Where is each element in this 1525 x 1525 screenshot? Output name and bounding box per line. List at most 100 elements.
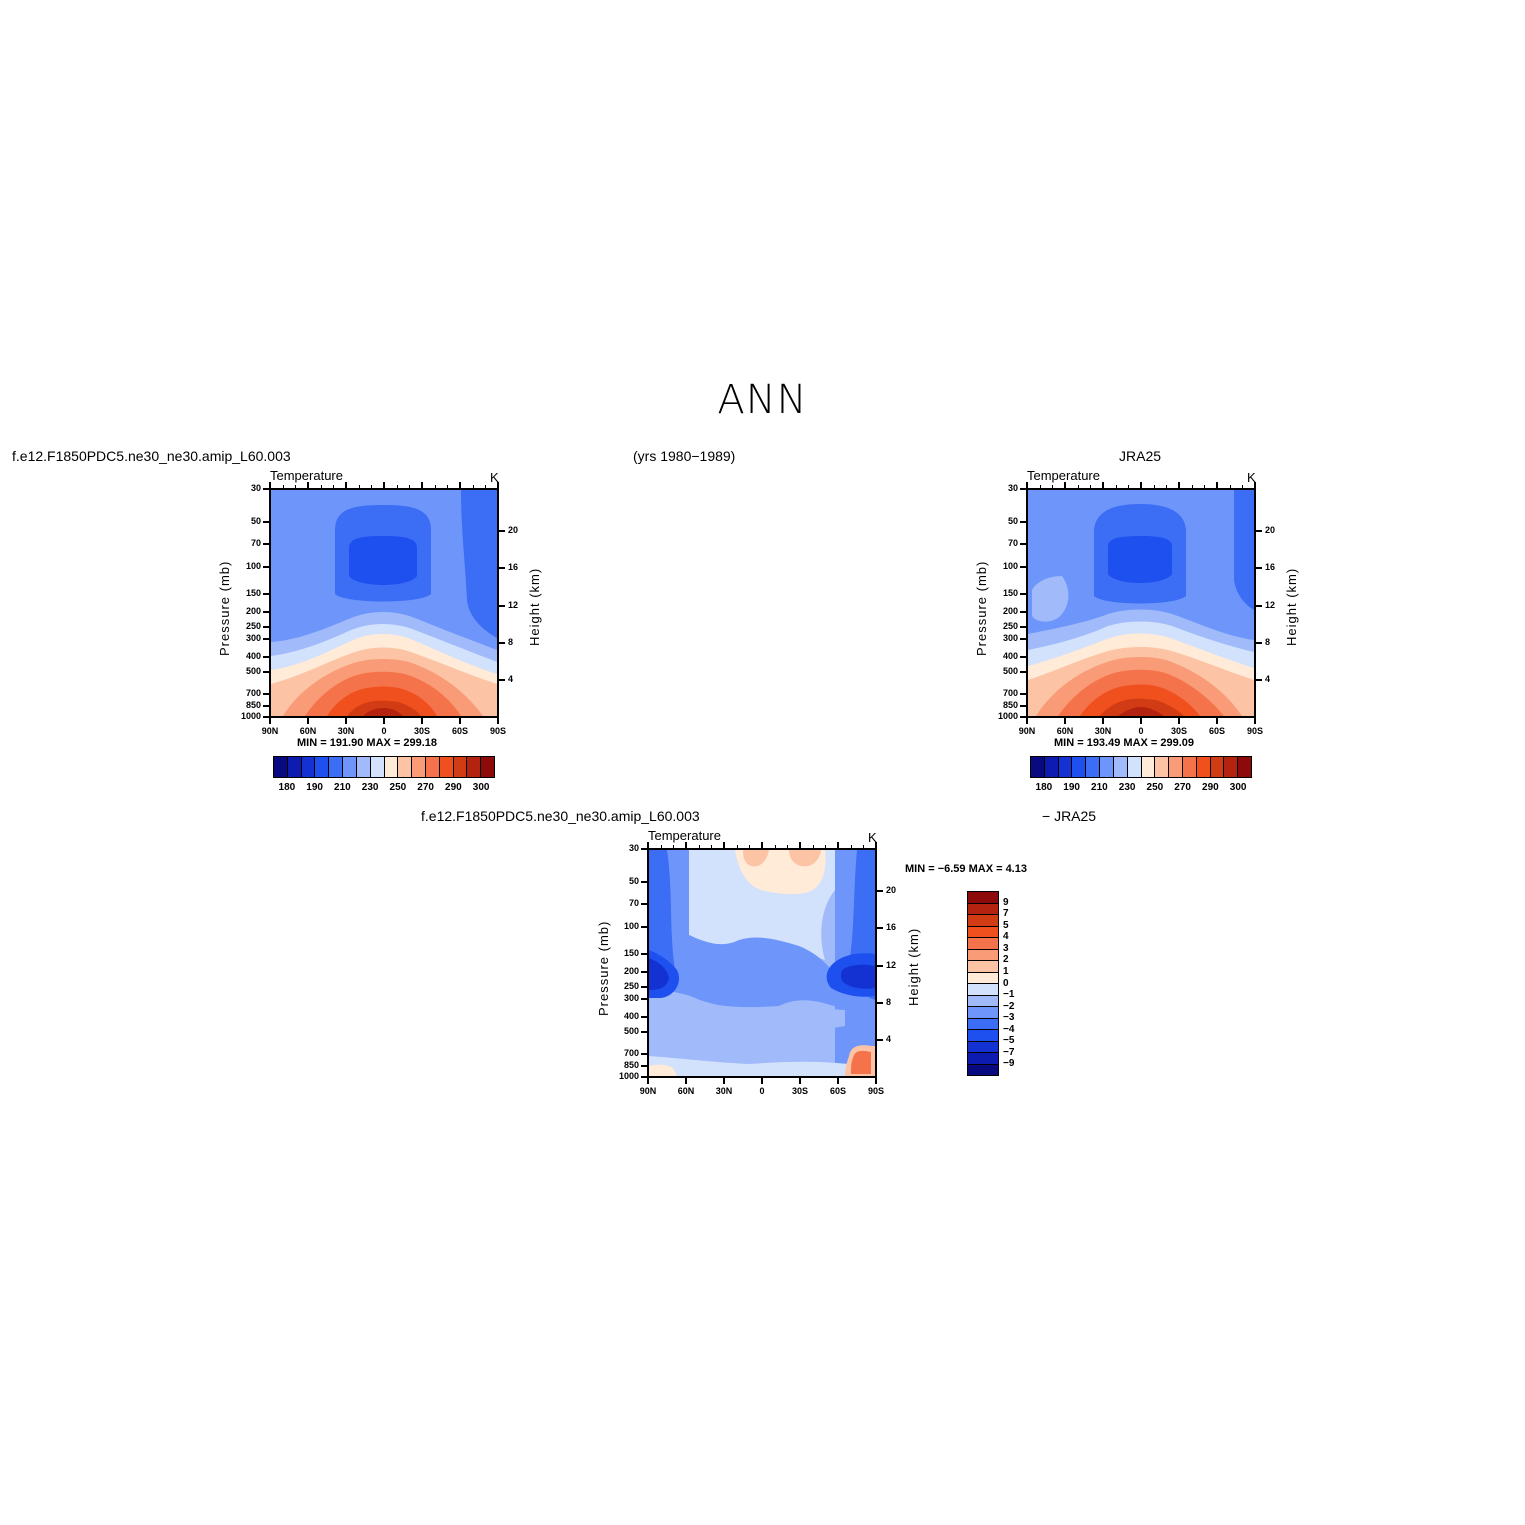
colorbar-swatch (968, 1064, 998, 1075)
colorbar-label: 210 (334, 782, 351, 793)
pressure-tick-mark (641, 1076, 647, 1078)
colorbar-swatch (968, 1007, 998, 1019)
colorbar-swatch (1141, 757, 1156, 777)
minor-tick (346, 485, 347, 488)
pressure-tick-mark (641, 985, 647, 988)
pressure-tick-mark (1020, 566, 1026, 569)
colorbar-swatch (384, 757, 399, 777)
minor-tick (422, 485, 423, 488)
minor-tick (1065, 485, 1066, 488)
minor-tick (1039, 485, 1041, 488)
height-tick-mark (1256, 530, 1262, 533)
height-tick-mark (1256, 604, 1262, 607)
lat-tick-label: 30N (715, 1086, 733, 1096)
diff-variable-label: Temperature (648, 828, 721, 843)
minor-tick (447, 485, 449, 488)
diff-minmax: MIN = −6.59 MAX = 4.13 (905, 863, 1027, 875)
lat-tick-label: 30N (1094, 726, 1112, 736)
colorbar-swatch (343, 757, 357, 777)
pressure-tick-mark (263, 592, 269, 595)
minor-tick (762, 845, 763, 848)
height-tick-label: 12 (1265, 599, 1276, 610)
colorbar-swatch (968, 903, 998, 915)
minor-tick (1153, 485, 1155, 488)
minor-tick (1166, 485, 1168, 488)
minor-tick (1052, 485, 1054, 488)
diff-ylabel-height: Height (km) (906, 927, 921, 1006)
colorbar-swatch (287, 757, 302, 777)
height-tick-mark (877, 1001, 883, 1004)
lat-tick-bottom (269, 718, 271, 724)
pressure-tick-mark (641, 1016, 647, 1019)
pressure-tick-mark (641, 881, 647, 884)
pressure-tick-label: 1000 (618, 1071, 639, 1081)
colorbar-label: 2 (1003, 954, 1009, 966)
lat-tick-bottom (761, 1078, 763, 1084)
colorbar-label: −1 (1003, 989, 1015, 1001)
obs-variable-label: Temperature (1027, 468, 1100, 483)
model-minmax: MIN = 191.90 MAX = 299.18 (297, 737, 438, 749)
pressure-tick-label: 300 (1002, 632, 1018, 643)
minor-tick (1128, 485, 1130, 488)
pressure-tick-label: 500 (623, 1025, 639, 1036)
minor-tick (333, 485, 335, 488)
model-units-label: K (490, 470, 499, 485)
pressure-tick-label: 150 (245, 587, 261, 598)
pressure-tick-mark (1020, 543, 1026, 546)
pressure-tick-mark (641, 926, 647, 929)
pressure-tick-label: 70 (1007, 538, 1018, 549)
pressure-tick-mark (641, 903, 647, 906)
colorbar-label: 4 (1003, 931, 1009, 943)
colorbar-swatch (968, 926, 998, 938)
colorbar-label: 3 (1003, 942, 1009, 954)
minor-tick (371, 485, 373, 488)
colorbar-swatch (1224, 757, 1239, 777)
pressure-tick-label: 1000 (997, 711, 1018, 721)
figure-title: ANN (717, 377, 808, 423)
height-tick-mark (1256, 567, 1262, 570)
height-tick-mark (1256, 641, 1262, 644)
lat-tick-bottom (383, 718, 385, 724)
colorbar-swatch (1196, 757, 1211, 777)
colorbar-swatch (481, 757, 494, 777)
colorbar-label: 230 (1118, 782, 1136, 793)
pressure-tick-label: 850 (623, 1060, 639, 1071)
pressure-tick-label: 50 (1007, 516, 1018, 527)
model-ylabel-pressure: Pressure (mb) (217, 560, 232, 656)
minor-tick (648, 845, 649, 848)
height-tick-mark (499, 678, 505, 681)
model-ylabel-height: Height (km) (527, 567, 542, 646)
height-tick-label: 8 (886, 996, 892, 1007)
pressure-tick-label: 400 (1002, 651, 1018, 662)
obs-contour-svg (1028, 490, 1254, 716)
colorbar-label: 7 (1003, 908, 1009, 920)
model-contour-plot (269, 488, 499, 718)
pressure-tick-label: 100 (623, 921, 639, 932)
colorbar-swatch (274, 757, 288, 777)
diff-header-left: f.e12.F1850PDC5.ne30_ne30.amip_L60.003 (421, 808, 700, 824)
lat-tick-label: 60S (451, 726, 468, 736)
pressure-tick-label: 200 (1002, 606, 1018, 617)
pressure-tick-mark (263, 637, 269, 640)
minor-tick (485, 485, 487, 488)
lat-tick-bottom (1140, 718, 1142, 724)
model-contour-svg (271, 490, 497, 716)
minor-tick (1229, 485, 1231, 488)
colorbar-swatch (968, 949, 998, 961)
minor-tick (825, 845, 827, 848)
height-tick-label: 16 (886, 922, 897, 933)
colorbar-swatch (1044, 757, 1059, 777)
lat-tick-label: 90S (1246, 726, 1263, 736)
pressure-tick-mark (263, 625, 269, 628)
lat-tick-bottom (1216, 718, 1218, 724)
minor-tick (409, 485, 411, 488)
colorbar-swatch (1100, 757, 1114, 777)
lat-tick-bottom (459, 718, 461, 724)
height-tick-label: 16 (508, 562, 519, 573)
obs-units-label: K (1247, 470, 1256, 485)
pressure-tick-label: 300 (623, 992, 639, 1003)
minor-tick (736, 845, 738, 848)
minor-tick (308, 485, 309, 488)
obs-contour-plot (1026, 488, 1256, 718)
height-tick-mark (877, 890, 883, 893)
